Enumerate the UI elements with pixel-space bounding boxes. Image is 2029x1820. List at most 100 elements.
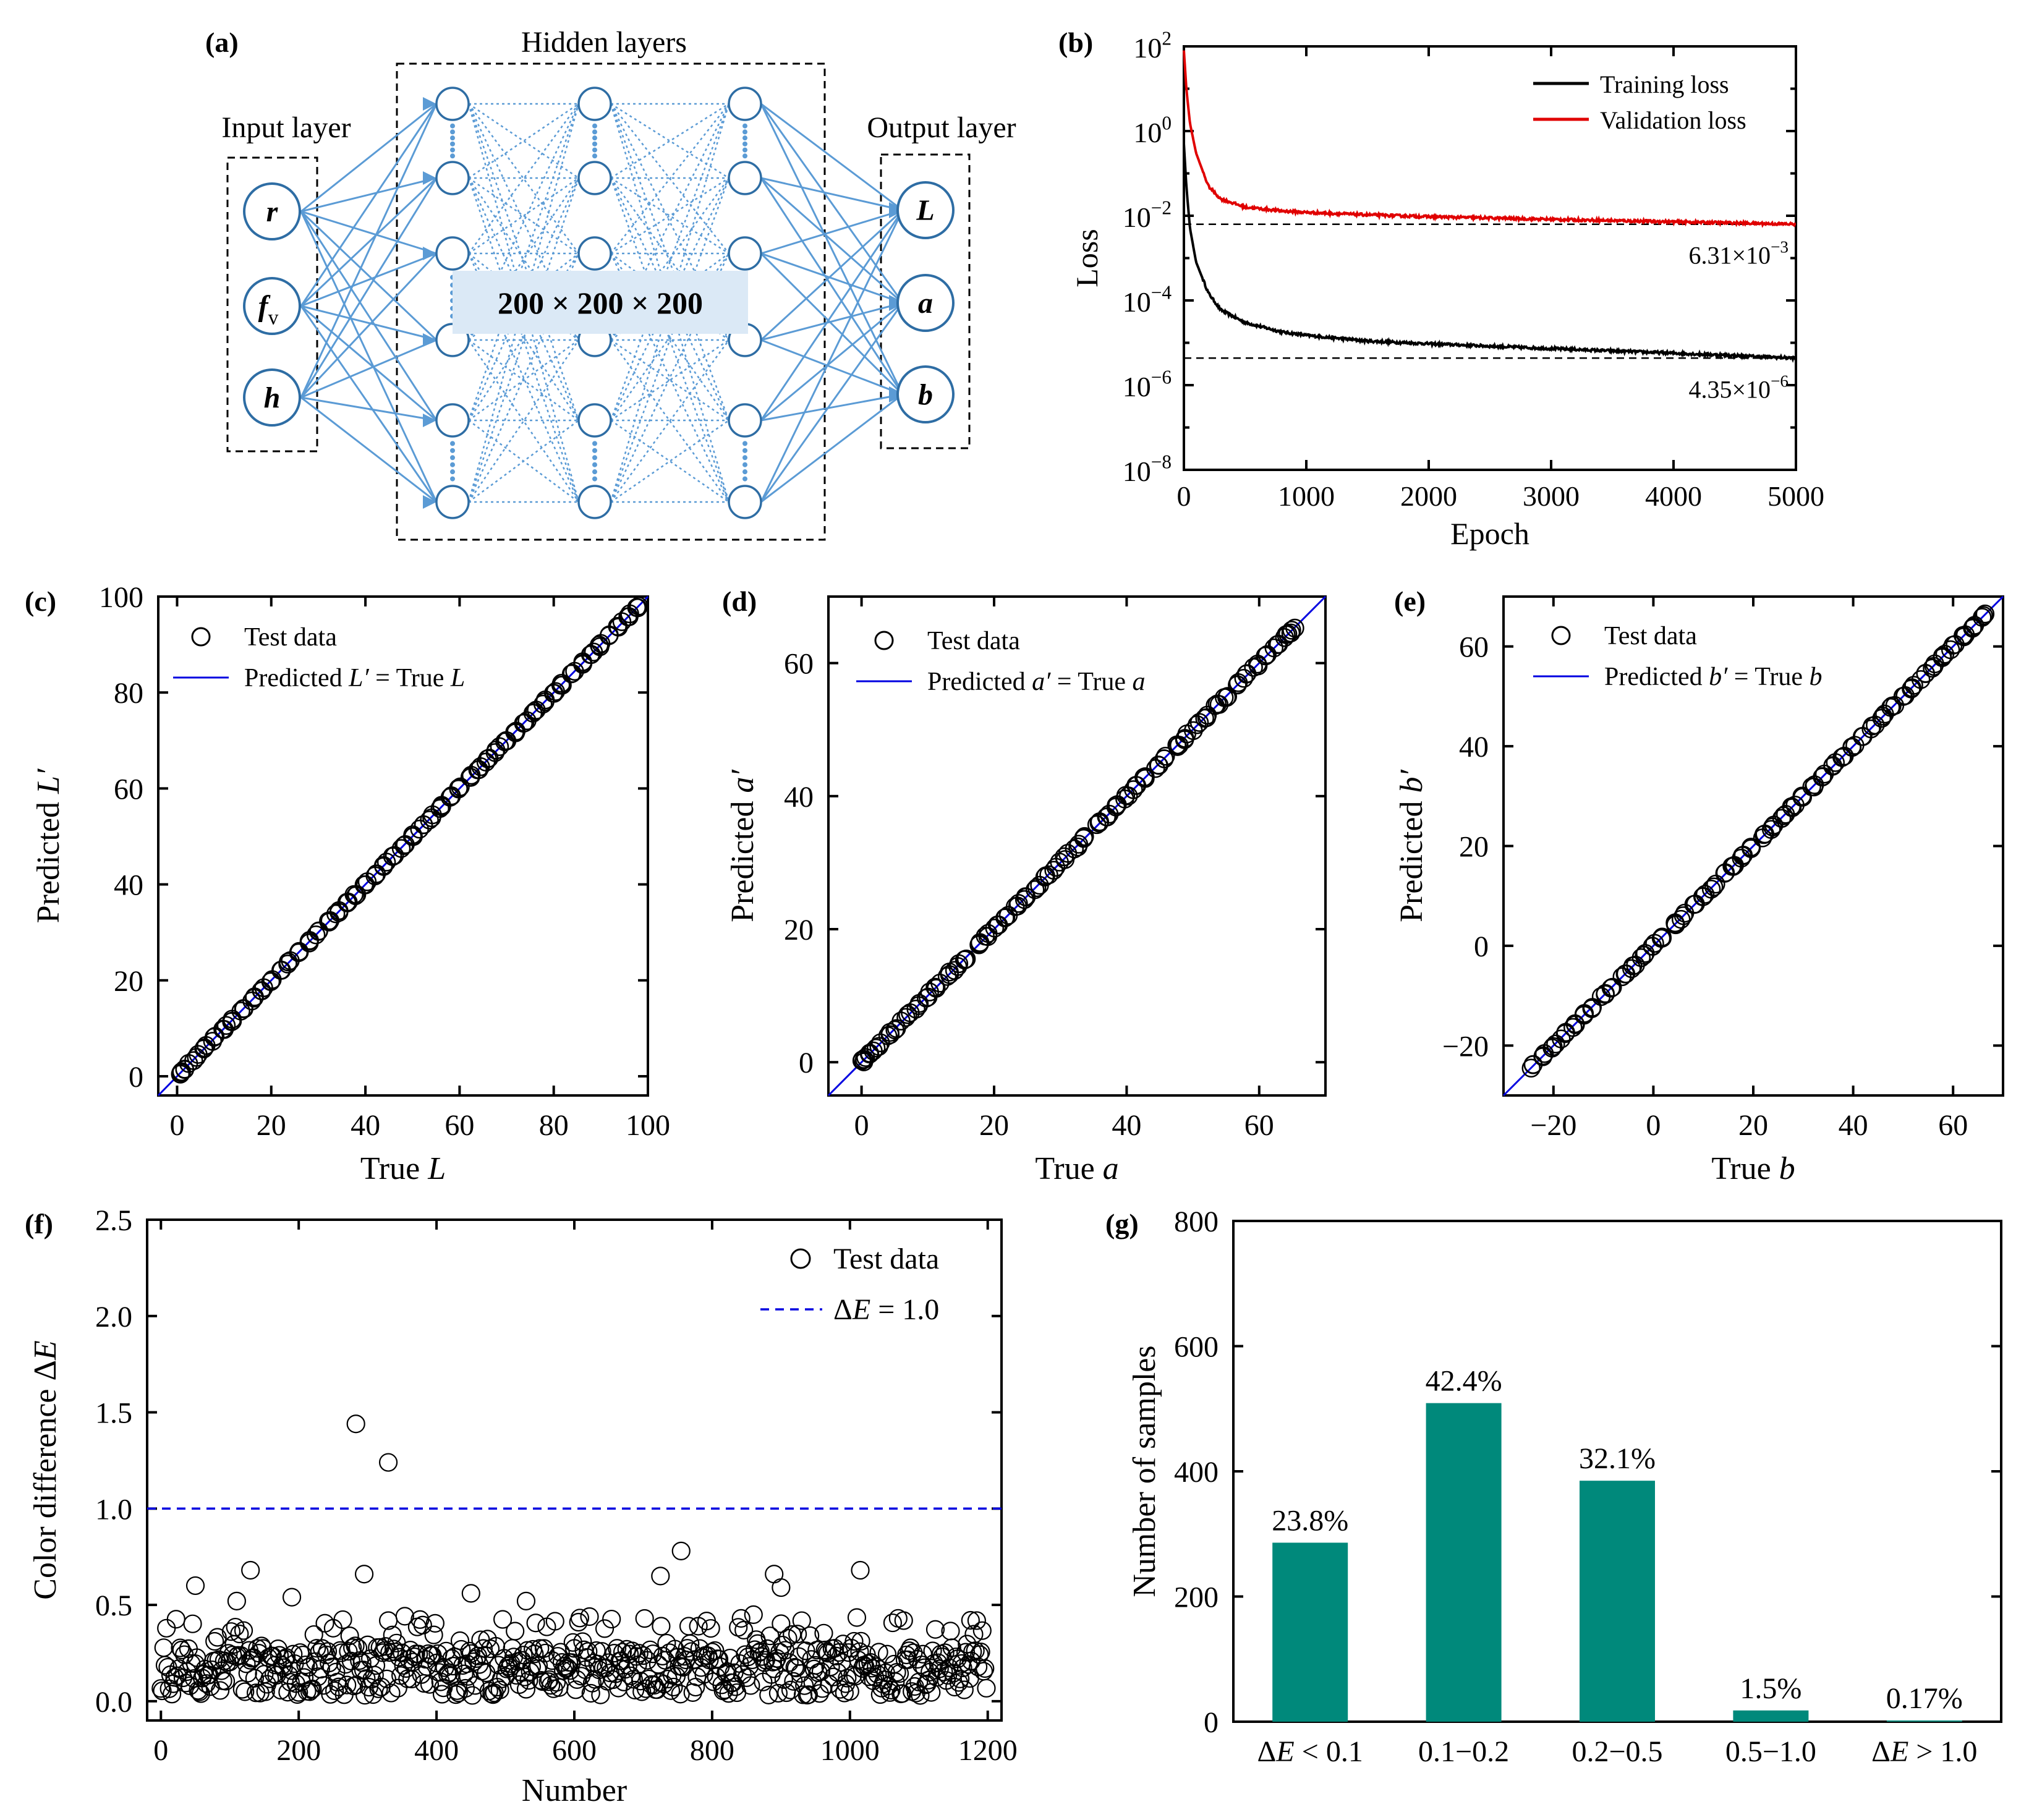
x-tick-label: 0 xyxy=(1177,480,1191,512)
data-point xyxy=(208,1628,227,1647)
data-point xyxy=(1055,850,1075,869)
data-point xyxy=(882,1680,901,1699)
ellipsis-dot xyxy=(742,469,747,475)
data-point xyxy=(420,810,439,830)
ellipsis-dot xyxy=(742,476,747,482)
hidden-connection xyxy=(468,339,579,422)
panel-g-label: (g) xyxy=(1105,1208,1139,1240)
input-variable-label: r xyxy=(266,195,279,228)
data-point xyxy=(942,1638,961,1657)
data-point xyxy=(591,1685,610,1704)
data-point xyxy=(780,1653,799,1672)
y-tick-label: 600 xyxy=(1174,1331,1219,1364)
data-point xyxy=(640,1640,660,1659)
legend-marker xyxy=(191,627,211,647)
output-neuron xyxy=(896,365,955,423)
data-point xyxy=(211,1681,230,1700)
data-point xyxy=(738,1648,757,1667)
data-point xyxy=(1772,809,1792,828)
data-point xyxy=(929,1653,948,1672)
data-point xyxy=(778,1628,798,1648)
data-point xyxy=(844,1631,864,1651)
bar-value-label: 32.1% xyxy=(1579,1442,1656,1475)
data-point xyxy=(525,1644,544,1664)
y-tick-label: 0 xyxy=(1204,1706,1219,1739)
data-point xyxy=(1674,906,1693,925)
data-point xyxy=(632,1682,652,1701)
input-connection xyxy=(300,211,438,421)
data-point xyxy=(339,1642,358,1661)
data-point xyxy=(951,1669,970,1688)
data-point xyxy=(996,908,1016,927)
data-point xyxy=(827,1646,846,1665)
ellipsis-dot xyxy=(450,147,455,153)
data-point xyxy=(877,1644,897,1664)
data-point xyxy=(279,952,298,972)
x-tick-label: 0 xyxy=(854,1109,869,1142)
data-point xyxy=(1941,640,1960,660)
hidden-connection xyxy=(610,177,730,255)
y-tick-label: 10−4 xyxy=(1123,281,1172,318)
y-tick-label: 100 xyxy=(1133,112,1172,148)
output-connection xyxy=(760,252,903,304)
legend-label: ΔE = 1.0 xyxy=(833,1293,939,1326)
category-label: 0.1−0.2 xyxy=(1418,1735,1509,1768)
input-layer-box xyxy=(226,156,318,453)
output-variable-label: a xyxy=(918,287,933,320)
bar xyxy=(1426,1403,1502,1722)
data-point xyxy=(153,1681,172,1701)
ellipsis-dot xyxy=(450,455,455,461)
ellipsis-dot xyxy=(450,476,455,482)
data-point xyxy=(216,1016,236,1035)
data-point xyxy=(1521,1058,1541,1078)
y-tick-label: 2.5 xyxy=(95,1204,132,1237)
data-point xyxy=(967,1611,986,1630)
data-point xyxy=(1546,1034,1565,1053)
data-point xyxy=(731,1609,751,1628)
data-point xyxy=(284,1644,303,1664)
legend-label: Test data xyxy=(927,627,1020,655)
ellipsis-dot xyxy=(742,147,747,153)
data-point xyxy=(1248,656,1268,676)
data-point xyxy=(381,1683,401,1703)
hidden-connection xyxy=(610,177,730,255)
ellipsis-dot xyxy=(742,129,747,135)
hidden-neuron xyxy=(435,403,470,438)
arrowhead-icon xyxy=(423,171,436,185)
data-point xyxy=(340,1626,359,1646)
data-point xyxy=(346,1414,365,1434)
ellipsis-dot xyxy=(592,129,597,135)
data-point xyxy=(937,967,957,986)
ellipsis-dot xyxy=(742,455,747,461)
category-label: ΔE > 1.0 xyxy=(1871,1735,1977,1768)
input-connection xyxy=(300,339,437,399)
data-point xyxy=(1563,1018,1583,1037)
data-point xyxy=(977,1678,996,1698)
data-point xyxy=(1282,621,1301,640)
y-tick-label: 100 xyxy=(99,581,143,614)
data-point xyxy=(1813,767,1832,786)
hidden-connection xyxy=(610,103,730,179)
data-point xyxy=(765,1565,784,1584)
data-point xyxy=(651,1567,670,1586)
hidden-connection xyxy=(468,253,579,341)
y-axis-title: Predicted L′ xyxy=(31,768,66,923)
data-point xyxy=(151,1679,171,1698)
data-point xyxy=(1973,608,1992,627)
chart-d: 0 20 40 60 0 20 40 60 (d) Test data Predicted a′ =… xyxy=(722,585,1327,1186)
y-tick-label: 800 xyxy=(1174,1206,1219,1238)
data-point xyxy=(925,977,945,997)
data-point xyxy=(241,1560,260,1580)
input-neuron xyxy=(243,368,301,427)
data-point xyxy=(829,1643,849,1662)
data-point xyxy=(256,1682,275,1701)
legend-label: Predicted a′ = True a xyxy=(927,668,1146,696)
data-point xyxy=(376,1637,395,1656)
hidden-connection xyxy=(467,103,580,421)
data-point xyxy=(759,1685,778,1704)
chart-c: 0 20 40 60 80 100 0 20 40 60 80 100 (c) Test data Pred… xyxy=(25,581,670,1186)
output-neuron xyxy=(896,181,955,239)
legend-label: Predicted b′ = True b xyxy=(1604,663,1823,691)
data-point xyxy=(221,1622,241,1641)
data-point xyxy=(1025,880,1045,899)
